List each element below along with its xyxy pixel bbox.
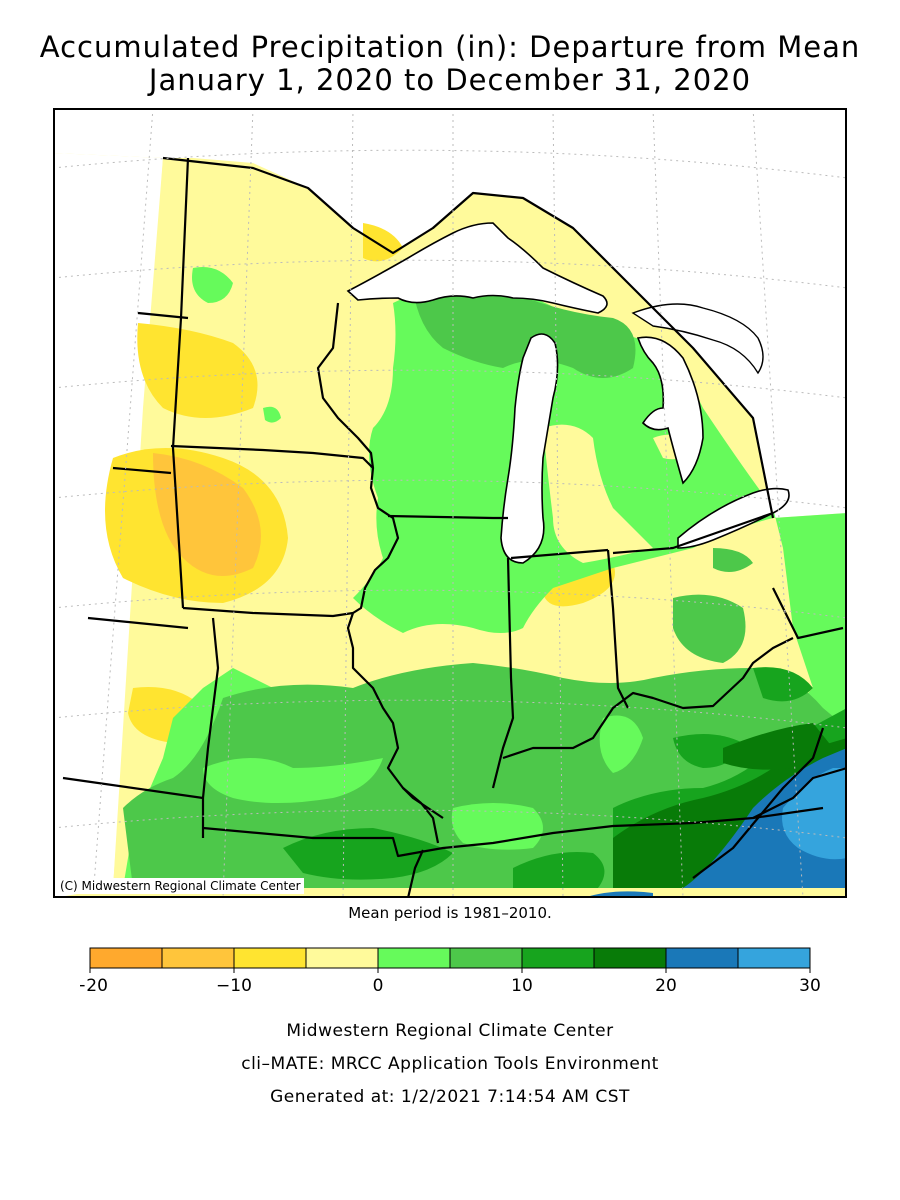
map-title: Accumulated Precipitation (in): Departur… — [39, 30, 861, 64]
footer-org: Midwestern Regional Climate Center — [286, 1021, 614, 1041]
footer-tool: cli–MATE: MRCC Application Tools Environ… — [241, 1054, 659, 1074]
precipitation-departure-map — [53, 108, 847, 898]
color-legend: −20 −10 0 10 20 30 — [80, 947, 821, 996]
legend-bin-9 — [737, 947, 811, 969]
legend-tick-label-2: 0 — [373, 976, 384, 996]
map-credit: (C) Midwestern Regional Climate Center — [57, 878, 304, 894]
footer-generated: Generated at: 1/2/2021 7:14:54 AM CST — [270, 1087, 630, 1107]
lake-superior — [346, 222, 608, 314]
state-boundaries — [62, 156, 847, 898]
mean-period-note: Mean period is 1981–2010. — [348, 904, 552, 922]
lake-huron — [636, 336, 704, 485]
lake-erie — [677, 487, 790, 549]
legend-bin-4 — [377, 947, 451, 969]
legend-tick-label-0: −20 — [80, 976, 108, 996]
legend-tick-label-1: −10 — [216, 976, 252, 996]
legend-tick-label-4: 20 — [655, 976, 677, 996]
legend-bin-3 — [305, 947, 379, 969]
legend-bin-0 — [89, 947, 163, 969]
legend-bin-5 — [449, 947, 523, 969]
legend-bin-2 — [233, 947, 307, 969]
dry-region-mn — [137, 323, 258, 418]
graticule — [53, 108, 847, 898]
legend-tick-label-3: 10 — [511, 976, 533, 996]
legend-bin-8 — [665, 947, 739, 969]
legend-tick-label-5: 30 — [799, 976, 821, 996]
map-date-range: January 1, 2020 to December 31, 2020 — [148, 63, 752, 97]
legend-bin-7 — [593, 947, 667, 969]
lake-michigan — [500, 333, 559, 564]
legend-bin-1 — [161, 947, 235, 969]
legend-bin-6 — [521, 947, 595, 969]
map-frame — [53, 108, 847, 898]
